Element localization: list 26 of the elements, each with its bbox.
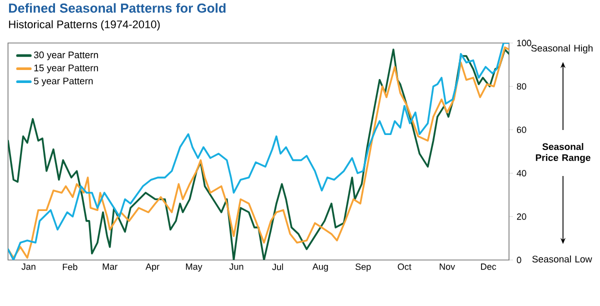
legend-label: 15 year Pattern — [34, 64, 98, 74]
y-tick-label: 40 — [516, 170, 526, 176]
x-tick-label: Jan — [22, 264, 36, 270]
x-tick-label: Jul — [272, 264, 283, 270]
text: Seasonal High — [531, 44, 593, 54]
text: Seasonal Low — [532, 256, 592, 262]
x-tick-label: Nov — [440, 264, 456, 270]
x-tick-label: Aug — [312, 264, 328, 272]
y-tick-label: 100 — [517, 40, 532, 46]
legend-label: 5 year Pattern — [34, 78, 93, 86]
x-tick-label: Dec — [481, 264, 496, 270]
x-tick-label: Mar — [102, 264, 118, 270]
legend-label: 30 year Pattern — [34, 52, 98, 60]
text: Seasonal Price Range — [536, 143, 590, 163]
x-tick-label: May — [186, 264, 202, 272]
chart-title: Defined Seasonal Patterns for Gold — [9, 3, 226, 13]
x-tick-label: Jun — [229, 264, 244, 270]
y-tick-label: 80 — [516, 83, 526, 90]
x-tick-label: Feb — [62, 264, 78, 270]
y-tick-label: 20 — [516, 213, 526, 220]
y-tick-label: 0 — [516, 256, 522, 264]
chart-subtitle: Historical Patterns (1974-2010) — [9, 20, 160, 30]
x-tick-label: Oct — [398, 264, 412, 270]
y-tick-label: 60 — [516, 126, 526, 133]
x-tick-label: Sep — [356, 264, 371, 272]
x-tick-label: Apr — [146, 264, 160, 272]
